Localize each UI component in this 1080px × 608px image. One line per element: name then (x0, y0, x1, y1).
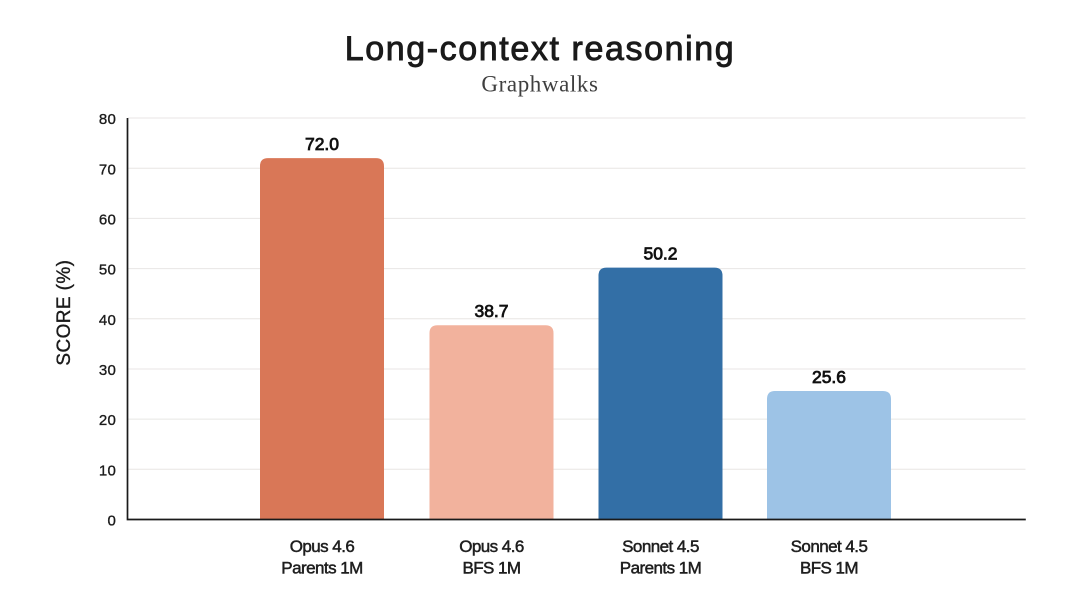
svg-text:Sonnet 4.5: Sonnet 4.5 (791, 537, 868, 556)
svg-text:BFS 1M: BFS 1M (462, 559, 520, 578)
svg-text:50: 50 (99, 262, 116, 279)
svg-text:Parents 1M: Parents 1M (281, 559, 362, 578)
svg-text:Opus 4.6: Opus 4.6 (459, 537, 524, 556)
svg-text:30: 30 (99, 362, 116, 379)
svg-text:25.6: 25.6 (812, 367, 846, 387)
svg-text:Sonnet 4.5: Sonnet 4.5 (622, 537, 699, 556)
svg-text:BFS 1M: BFS 1M (800, 559, 858, 578)
svg-text:70: 70 (99, 161, 116, 178)
svg-text:50.2: 50.2 (643, 243, 677, 263)
svg-text:10: 10 (99, 462, 116, 479)
svg-text:38.7: 38.7 (474, 301, 508, 321)
svg-text:SCORE (%): SCORE (%) (54, 260, 75, 366)
svg-text:0: 0 (107, 513, 116, 530)
svg-text:60: 60 (99, 212, 116, 229)
svg-text:80: 80 (99, 111, 116, 128)
svg-text:20: 20 (99, 412, 116, 429)
svg-text:Long-context reasoning: Long-context reasoning (345, 30, 736, 68)
svg-text:Parents 1M: Parents 1M (620, 559, 701, 578)
svg-text:Graphwalks: Graphwalks (481, 72, 598, 97)
svg-text:40: 40 (99, 312, 116, 329)
svg-text:Opus 4.6: Opus 4.6 (290, 537, 355, 556)
svg-text:72.0: 72.0 (305, 134, 339, 154)
